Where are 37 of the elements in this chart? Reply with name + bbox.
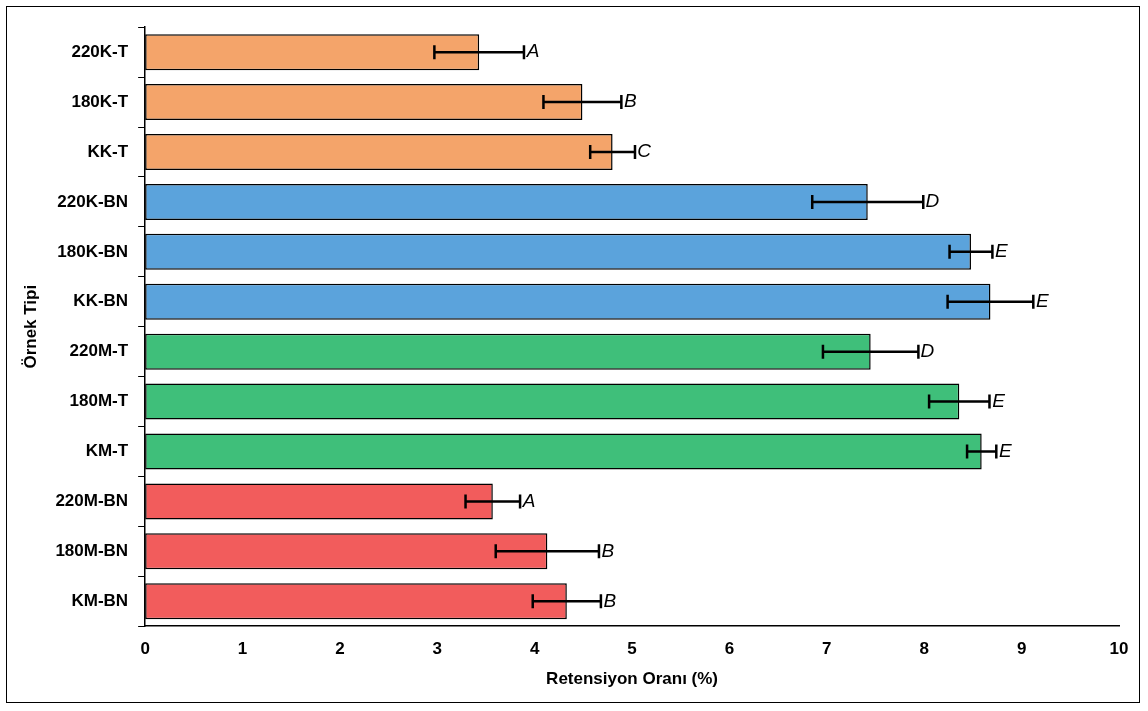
data-label: B — [601, 539, 615, 561]
y-tick-label: 220K-BN — [57, 191, 129, 211]
data-label: A — [521, 489, 536, 511]
y-tick-label: 180M-BN — [55, 541, 129, 561]
data-label: E — [992, 389, 1006, 411]
x-tick-label: 2 — [335, 639, 345, 659]
data-label: E — [1035, 290, 1049, 312]
y-tick-label: 180K-T — [71, 91, 129, 111]
data-label: E — [998, 439, 1012, 461]
x-tick-label: 4 — [529, 639, 540, 659]
x-tick-label: 9 — [1016, 639, 1027, 659]
x-tick-label: 1 — [237, 639, 248, 659]
y-tick-label: KK-T — [87, 141, 129, 161]
y-tick-label: KK-BN — [73, 291, 129, 311]
data-label: B — [603, 589, 617, 611]
data-label: C — [637, 140, 652, 162]
data-label: E — [995, 240, 1009, 262]
x-tick-label: 6 — [724, 639, 735, 659]
y-tick-label: 220M-BN — [55, 491, 129, 511]
x-tick-label: 7 — [822, 639, 832, 659]
x-tick-label: 8 — [919, 639, 929, 659]
data-label: A — [525, 40, 540, 62]
y-tick-label: 180M-T — [69, 391, 129, 411]
x-tick-label: 10 — [1109, 639, 1129, 659]
x-axis-title: Retensiyon Oranı (%) — [546, 669, 719, 689]
y-tick-label: 220M-T — [69, 341, 129, 361]
data-label: B — [624, 90, 638, 112]
data-label: D — [925, 190, 940, 212]
x-tick-label: 5 — [627, 639, 637, 659]
x-tick-label: 0 — [140, 639, 150, 659]
y-axis-title: Örnek Tipi — [20, 284, 40, 369]
y-tick-label: KM-BN — [71, 590, 129, 610]
data-label: D — [920, 339, 935, 361]
x-tick-label: 3 — [432, 639, 443, 659]
y-tick-label: 180K-BN — [57, 241, 129, 261]
y-tick-label: 220K-T — [71, 41, 129, 61]
y-tick-label: KM-T — [85, 441, 129, 461]
